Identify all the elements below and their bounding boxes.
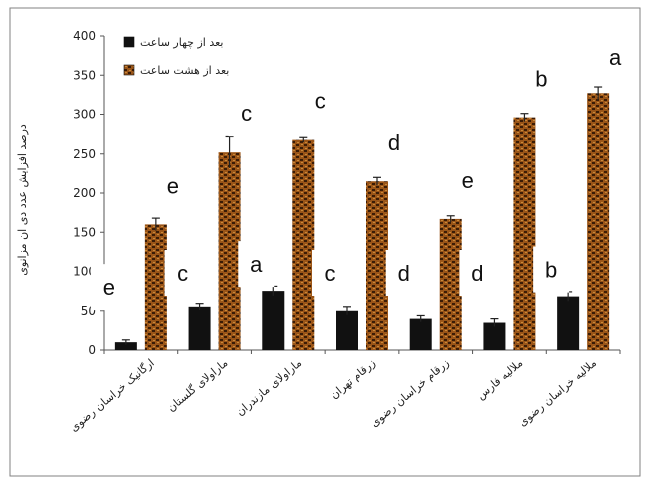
bar-8h bbox=[587, 93, 610, 351]
significance-letter: e bbox=[103, 275, 115, 300]
y-tick-label: 300 bbox=[73, 108, 96, 122]
category-labels: ارگانیک خراسان رضوی ماراولای گلستان ماراول… bbox=[67, 356, 599, 434]
legend-item-4h-swatch bbox=[123, 36, 135, 48]
bar-4h bbox=[336, 310, 358, 350]
bar-4h bbox=[409, 318, 432, 350]
significance-letter: c bbox=[315, 89, 326, 114]
y-tick-label: 0 bbox=[88, 343, 96, 357]
y-tick-label: 400 bbox=[73, 29, 96, 43]
bar-4h bbox=[483, 322, 506, 350]
significance-box bbox=[154, 162, 191, 209]
significance-letter: d bbox=[471, 261, 483, 286]
category-label: ملالیه خراسان رضوی bbox=[516, 356, 599, 429]
legend-item-8h-label: بعد از هشت ساعت bbox=[140, 64, 229, 77]
significance-box bbox=[90, 264, 127, 311]
legend: بعد از چهار ساعت بعد از هشت ساعت bbox=[123, 36, 229, 77]
significance-box bbox=[312, 250, 348, 296]
significance-box bbox=[523, 55, 560, 102]
significance-box bbox=[385, 250, 422, 296]
category-label: ارگانیک خراسان رضوی bbox=[67, 356, 156, 434]
significance-letter: d bbox=[398, 261, 410, 286]
significance-letter: e bbox=[462, 168, 474, 193]
y-axis-label-group: درصد افزایش عدد دی ان مزانوی bbox=[16, 124, 29, 276]
significance-box bbox=[449, 156, 486, 203]
significance-letter: e bbox=[167, 173, 179, 198]
y-tick-label: 350 bbox=[73, 68, 96, 82]
significance-letter: d bbox=[388, 130, 400, 155]
significance-letter: b bbox=[545, 258, 557, 283]
bar-8h bbox=[366, 181, 388, 350]
significance-letter: c bbox=[241, 101, 252, 126]
category-label: زرقام تهران bbox=[328, 356, 378, 401]
significance-box bbox=[533, 246, 570, 293]
y-tick-label: 250 bbox=[73, 147, 96, 161]
significance-letter: c bbox=[177, 261, 188, 286]
bar-8h bbox=[439, 218, 462, 350]
significance-letter: a bbox=[250, 252, 263, 277]
significance-box bbox=[164, 250, 201, 296]
category-label: ماراولای گلستان bbox=[165, 356, 231, 414]
bar-8h bbox=[144, 224, 167, 350]
significance-letter: b bbox=[535, 67, 547, 92]
bar-4h bbox=[188, 306, 211, 350]
significance-letters: e e c c a c c d d e d b b a bbox=[90, 34, 634, 311]
significance-box bbox=[228, 90, 265, 137]
chart-frame bbox=[9, 7, 641, 477]
category-label: ملالیه فارس bbox=[474, 356, 525, 402]
category-label: زرقام خراسان رضوی bbox=[368, 356, 452, 429]
significance-box bbox=[597, 34, 634, 80]
category-label: ماراولای مازندران bbox=[234, 356, 305, 418]
significance-box bbox=[302, 77, 339, 124]
bar-4h bbox=[557, 296, 580, 350]
significance-box bbox=[459, 250, 496, 296]
significance-box bbox=[376, 119, 412, 166]
y-tick-label: 200 bbox=[73, 186, 96, 200]
y-axis-label: درصد افزایش عدد دی ان مزانوی bbox=[16, 124, 29, 276]
y-tick-label: 100 bbox=[73, 265, 96, 279]
significance-letter: c bbox=[325, 261, 336, 286]
legend-item-8h-swatch bbox=[123, 64, 135, 76]
bar-4h bbox=[114, 342, 137, 350]
significance-letter: a bbox=[609, 45, 622, 70]
bar-8h bbox=[218, 152, 241, 350]
legend-item-4h-label: بعد از چهار ساعت bbox=[140, 36, 223, 49]
y-tick-label: 150 bbox=[73, 225, 96, 239]
bar-4h bbox=[262, 291, 285, 350]
bar-8h bbox=[292, 139, 315, 350]
bar-8h bbox=[513, 117, 536, 350]
significance-box bbox=[238, 241, 275, 288]
bars bbox=[114, 86, 610, 351]
